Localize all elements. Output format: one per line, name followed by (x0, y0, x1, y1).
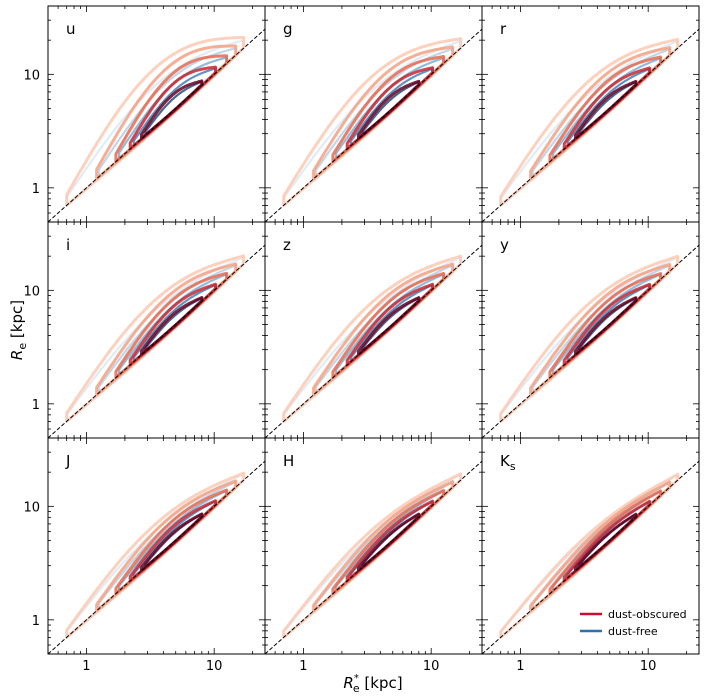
one-to-one-line (48, 28, 265, 222)
contour-dust-obscured-level-1 (499, 37, 680, 207)
legend-label-dust-obscured: dust-obscured (608, 608, 687, 621)
panel-i: 1 10 i (23, 221, 266, 439)
contours-J (48, 460, 265, 654)
contour-dust-free-level-1 (282, 256, 462, 423)
y-axis-title: Re [kpc] (8, 300, 29, 360)
x-axis-title: R* e [kpc] (343, 673, 402, 695)
x-tick-label: 10 (423, 659, 440, 674)
one-to-one-line (48, 244, 265, 438)
panel-H: 1 10 H (264, 437, 483, 674)
x-tick-label: 10 (640, 659, 657, 674)
panel-label-Ks: Ks (500, 452, 516, 473)
legend: dust-obscured dust-free (580, 608, 687, 638)
panel-label-g: g (283, 20, 293, 38)
contours-H (265, 460, 482, 654)
y-tick-label: 10 (23, 68, 40, 83)
contours-y (482, 244, 699, 438)
one-to-one-line (265, 244, 482, 438)
legend-label-dust-free: dust-free (608, 625, 658, 638)
contour-dust-free-level-1 (65, 473, 245, 639)
ticks-r (481, 5, 699, 223)
contours-r (482, 28, 699, 222)
ticks-H (264, 437, 482, 655)
panel-J: 1 10 1 10 J (23, 437, 266, 674)
y-tick-label: 1 (32, 614, 40, 629)
panel-frame (481, 437, 700, 655)
x-tick-label: 10 (206, 659, 223, 674)
contours-u (48, 28, 265, 222)
x-tick-label: 1 (516, 659, 524, 674)
x-tick-label: 1 (299, 659, 307, 674)
panel-z: z (264, 221, 483, 439)
contour-dust-free-level-1 (65, 39, 245, 207)
ticks-J (47, 437, 265, 655)
panel-label-r: r (500, 20, 507, 38)
contour-dust-obscured-level-1 (65, 35, 246, 207)
one-to-one-line (482, 244, 699, 438)
panels-group: 1 10 u g r 1 10 i z y 1 10 1 10 J 1 10 H 1 10 Ks (23, 5, 700, 674)
panel-label-H: H (283, 452, 294, 470)
contour-dust-obscured-level-1 (499, 254, 680, 423)
y-tick-label: 1 (32, 398, 40, 413)
contour-dust-obscured-level-1 (65, 254, 246, 423)
contour-dust-obscured-level-1 (65, 471, 246, 639)
y-tick-label: 10 (23, 500, 40, 515)
contour-dust-free-level-1 (499, 40, 679, 207)
contour-dust-obscured-level-1 (282, 254, 463, 423)
one-to-one-line (265, 28, 482, 222)
panel-label-J: J (65, 452, 70, 470)
x-tick-label: 1 (82, 659, 90, 674)
panel-label-u: u (66, 20, 76, 38)
contours-Ks (482, 460, 699, 654)
one-to-one-line (482, 28, 699, 222)
one-to-one-line (48, 460, 265, 654)
panel-r: r (481, 5, 700, 223)
contour-dust-free-level-1 (282, 39, 462, 207)
panel-y: y (481, 221, 700, 439)
contour-dust-free-level-1 (65, 256, 245, 423)
ticks-Ks (481, 437, 699, 655)
panel-Ks: 1 10 Ks (481, 437, 700, 674)
one-to-one-line (265, 460, 482, 654)
y-tick-label: 1 (32, 182, 40, 197)
panel-label-i: i (66, 236, 70, 254)
contour-dust-obscured-level-1 (282, 472, 463, 639)
contours-i (48, 244, 265, 438)
contour-dust-obscured-level-1 (282, 37, 463, 207)
axes-titles: Re [kpc] R* e [kpc] (8, 300, 403, 695)
panel-u: 1 10 u (23, 5, 266, 223)
contours-g (265, 28, 482, 222)
contours-z (265, 244, 482, 438)
y-tick-label: 10 (23, 284, 40, 299)
panel-label-y: y (500, 236, 509, 254)
one-to-one-line (482, 460, 699, 654)
panel-label-z: z (283, 236, 291, 254)
contour-dust-free-level-1 (282, 473, 462, 639)
contour-dust-free-level-1 (499, 256, 679, 423)
panel-g: g (264, 5, 483, 223)
